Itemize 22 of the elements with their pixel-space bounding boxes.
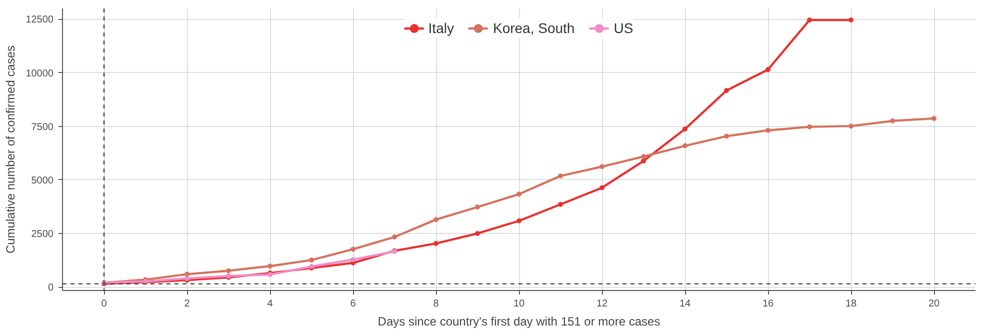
y-axis-title: Cumulative number of confirmed cases: [4, 45, 18, 254]
y-tick-label: 5000: [31, 175, 54, 186]
y-tick-label: 7500: [31, 122, 54, 133]
y-tick-label: 12500: [26, 14, 54, 26]
x-tick-label: 12: [596, 298, 608, 310]
x-tick-label: 14: [679, 298, 691, 310]
y-tick-label: 10000: [26, 68, 54, 80]
x-axis-title: Days since country's first day with 151 or more cases: [378, 314, 660, 328]
legend-label: Italy: [428, 20, 454, 36]
legend-label: Korea, South: [492, 20, 575, 36]
x-tick-label: 6: [350, 298, 356, 310]
y-tick-label: 2500: [31, 229, 54, 240]
x-tick-label: 2: [184, 298, 190, 310]
x-tick-label: 4: [267, 298, 274, 310]
x-tick-label: 18: [845, 298, 857, 310]
x-tick-label: 10: [513, 298, 525, 310]
x-tick-label: 0: [101, 298, 108, 310]
x-tick-label: 20: [928, 298, 940, 310]
legend-label: US: [614, 20, 634, 36]
y-tick-label: 0: [48, 282, 54, 294]
x-tick-label: 16: [762, 298, 774, 310]
x-tick-label: 8: [433, 298, 440, 310]
